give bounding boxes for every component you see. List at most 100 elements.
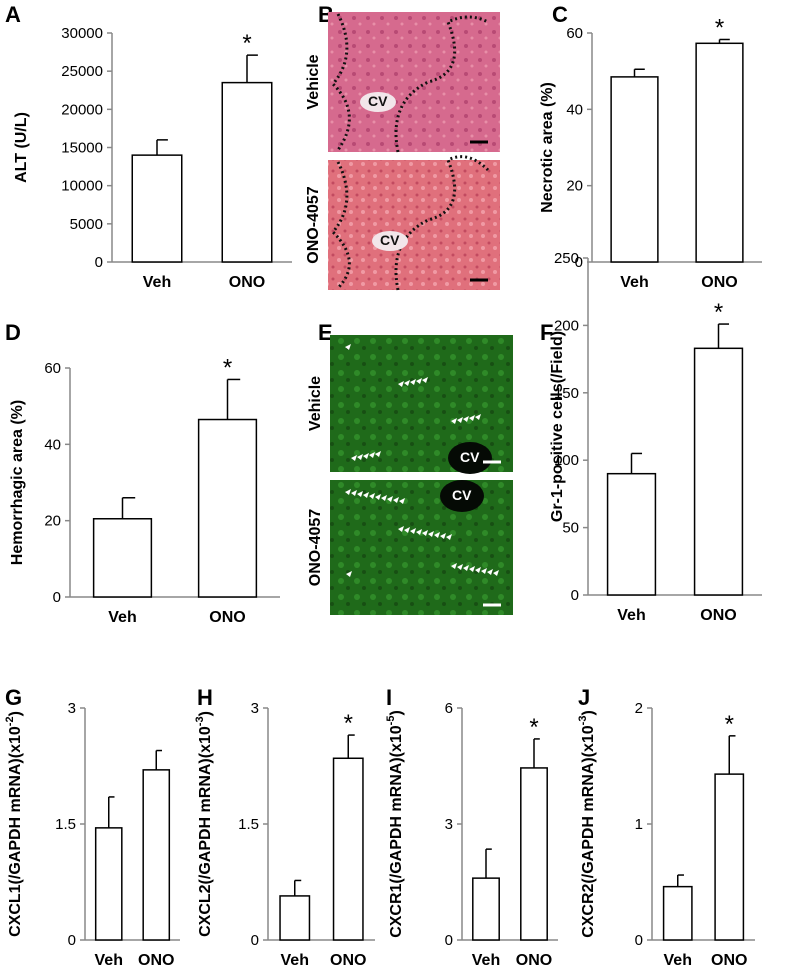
central-vein-label: CV — [460, 449, 480, 465]
y-axis-label: Hemorrhagic area (%) — [9, 400, 26, 565]
y-axis-label: CXCL2(/GAPDH mRNA)(x10-3) — [194, 711, 214, 937]
y-tick-label: 1.5 — [238, 816, 259, 833]
x-tick-label: ONO — [330, 952, 366, 969]
significance-mark: * — [344, 710, 353, 737]
zone-outline — [330, 155, 490, 291]
group-label: Vehicle — [305, 54, 322, 109]
cell-arrowhead — [345, 344, 351, 350]
y-tick-label: 0 — [635, 932, 643, 949]
x-tick-label: Veh — [95, 952, 123, 969]
y-tick-label: 0 — [68, 932, 76, 949]
cell-arrowhead — [351, 490, 357, 496]
chart-panel: C 0 20 40 60 Veh ONO * Necrotic area (%) — [539, 2, 762, 291]
y-axis-label-text: CXCL2(/GAPDH mRNA)(x10 — [197, 726, 214, 937]
panel-letter: A — [5, 2, 21, 27]
y-tick-label: 3 — [445, 816, 453, 833]
cell-arrowhead — [398, 526, 404, 532]
bar — [693, 347, 744, 596]
micrograph — [330, 480, 513, 615]
y-axis-label-text: CXCL1(/GAPDH mRNA)(x10 — [7, 726, 24, 937]
chart-panel: I 0 3 6 Veh ONO * CXCR1(/GAPDH mRNA)(x10-5) — [385, 685, 558, 969]
x-tick-label: ONO — [138, 952, 174, 969]
y-tick-label: 0 — [445, 932, 453, 949]
y-tick-label: 2 — [635, 700, 643, 717]
significance-mark: * — [529, 714, 538, 741]
y-tick-label: 0 — [95, 254, 103, 271]
cell-arrowhead — [363, 492, 369, 498]
cell-arrowhead — [475, 567, 481, 573]
cell-arrowhead — [475, 414, 481, 420]
chart-panel: A 0 5000 10000 15000 20000 25000 30000 Veh ONO * AL… — [5, 2, 292, 291]
panel-letter: C — [552, 2, 568, 27]
y-tick-label: 5000 — [70, 216, 103, 233]
cell-arrowhead — [422, 530, 428, 536]
y-axis-label: ALT (U/L) — [13, 112, 30, 183]
chart-panel: D 0 20 40 60 Veh ONO * Hemorrhagic area (%) — [5, 320, 280, 626]
y-axis-label: CXCR1(/GAPDH mRNA)(x10-5) — [385, 710, 405, 938]
y-tick-label: 40 — [566, 101, 583, 118]
chart-panel: F 0 50 100 150 200 250 Veh ONO * Gr-1-positive cel… — [540, 250, 762, 624]
bar — [94, 827, 123, 941]
central-vein — [440, 480, 484, 512]
cell-arrowhead — [440, 533, 446, 539]
cell-arrowhead — [422, 377, 428, 383]
x-tick-label: Veh — [617, 607, 645, 624]
y-axis-label: CXCL1(/GAPDH mRNA)(x10-2) — [4, 711, 24, 937]
cell-arrowhead — [346, 571, 352, 577]
central-vein — [360, 92, 396, 112]
cell-arrowhead — [428, 531, 434, 537]
bar — [695, 42, 744, 263]
panel-letter: J — [578, 685, 590, 710]
cell-arrowhead — [404, 527, 410, 533]
cell-arrowhead — [416, 529, 422, 535]
x-tick-label: Veh — [472, 952, 500, 969]
x-tick-label: Veh — [108, 609, 136, 626]
micrograph — [328, 12, 500, 152]
cell-arrowhead — [457, 417, 463, 423]
y-axis-label-tail: ) — [197, 711, 214, 716]
y-axis-label-exponent: -3 — [194, 716, 206, 726]
bar — [131, 154, 183, 263]
bar — [714, 773, 745, 941]
y-tick-label: 30000 — [61, 25, 103, 42]
cell-arrowhead — [487, 569, 493, 575]
bar — [279, 895, 311, 941]
y-tick-label: 40 — [44, 436, 61, 453]
panel-letter: D — [5, 320, 21, 345]
significance-mark: * — [242, 30, 251, 57]
cell-arrowhead — [351, 455, 357, 461]
x-tick-label: Veh — [143, 274, 171, 291]
y-tick-label: 200 — [554, 317, 579, 334]
cell-arrowhead — [393, 497, 399, 503]
bar — [520, 767, 548, 941]
bar — [662, 885, 693, 941]
y-axis-label-text: Necrotic area (%) — [539, 82, 556, 213]
y-tick-label: 0 — [251, 932, 259, 949]
cell-arrowhead — [463, 416, 469, 422]
central-vein — [448, 442, 492, 474]
y-tick-label: 1 — [635, 816, 643, 833]
bar — [472, 877, 500, 941]
cell-arrowhead — [481, 568, 487, 574]
bar — [221, 81, 273, 263]
cell-arrowhead — [375, 494, 381, 500]
bar — [197, 418, 258, 598]
y-tick-label: 1.5 — [55, 816, 76, 833]
y-tick-label: 20 — [44, 513, 61, 530]
cell-arrowhead — [369, 452, 375, 458]
cell-arrowhead — [387, 496, 393, 502]
y-axis-label-exponent: -3 — [577, 716, 589, 726]
panel-letter: E — [318, 320, 333, 345]
y-axis-label-text: Gr-1-positive cells(/Field) — [549, 331, 566, 522]
cell-arrowhead — [410, 528, 416, 534]
cell-arrowhead — [451, 563, 457, 569]
y-axis-label: CXCR2(/GAPDH mRNA)(x10-3) — [577, 710, 597, 938]
x-tick-label: ONO — [229, 274, 265, 291]
group-label: ONO-4057 — [307, 509, 324, 586]
significance-mark: * — [223, 354, 232, 381]
cell-arrowhead — [493, 570, 499, 576]
y-tick-label: 25000 — [61, 63, 103, 80]
y-tick-label: 60 — [566, 25, 583, 42]
y-axis-label-text: ALT (U/L) — [13, 112, 30, 183]
